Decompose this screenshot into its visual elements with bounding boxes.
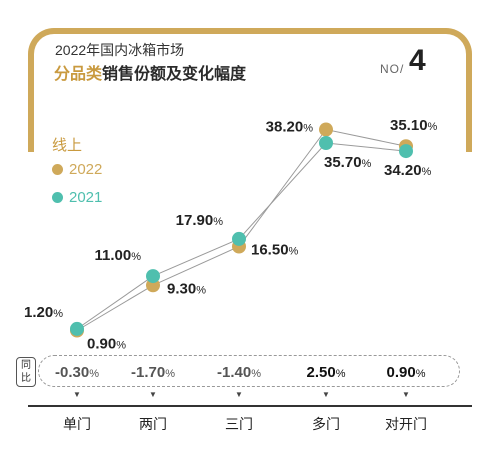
value-label-2021-2: 17.90% bbox=[176, 212, 224, 229]
yoy-unit-0: % bbox=[89, 368, 99, 380]
legend-dot-2021 bbox=[52, 192, 63, 203]
yoy-row bbox=[38, 355, 460, 387]
down-arrow-icon: ▼ bbox=[402, 390, 410, 399]
yoy-unit-1: % bbox=[165, 368, 175, 380]
header-frame-mask bbox=[40, 92, 464, 172]
legend-dot-2022 bbox=[52, 164, 63, 175]
value-label-2022-3: 38.20% bbox=[266, 119, 314, 136]
point-2022-3 bbox=[319, 122, 333, 137]
yoy-unit-3: % bbox=[335, 368, 346, 380]
yoy-unit-2: % bbox=[251, 368, 261, 380]
legend-title: 线上 bbox=[52, 137, 83, 154]
point-2021-1 bbox=[146, 269, 160, 284]
yoy-number-0: -0.30 bbox=[55, 364, 90, 381]
yoy-number-3: 2.50 bbox=[306, 364, 336, 381]
point-2021-4 bbox=[399, 144, 413, 159]
yoy-label: 同比 bbox=[16, 357, 36, 387]
header-frame bbox=[28, 28, 472, 152]
value-label-2022-0: 0.90% bbox=[87, 336, 126, 353]
title-rest: 销售份额及变化幅度 bbox=[102, 66, 247, 83]
legend-item-2022: 2022 bbox=[52, 161, 102, 178]
yoy-value-0: -0.30% bbox=[55, 364, 99, 381]
chart-title-line2: 分品类销售份额及变化幅度 bbox=[54, 60, 246, 84]
number-value: 4 bbox=[409, 44, 426, 77]
value-label-2021-1: 11.00% bbox=[95, 247, 142, 264]
yoy-number-2: -1.40 bbox=[217, 364, 252, 381]
yoy-label-bottom: 比 bbox=[21, 373, 31, 384]
category-label-3: 多门 bbox=[312, 416, 340, 432]
legend-label-2022: 2022 bbox=[69, 161, 103, 178]
category-label-0: 单门 bbox=[63, 416, 91, 432]
yoy-value-2: -1.40% bbox=[217, 364, 261, 381]
category-label-1: 两门 bbox=[139, 416, 167, 432]
down-arrow-icon: ▼ bbox=[235, 390, 243, 399]
down-arrow-icon: ▼ bbox=[73, 390, 81, 399]
yoy-value-1: -1.70% bbox=[131, 364, 175, 381]
category-label-2: 三门 bbox=[225, 416, 253, 432]
category-label-4: 对开门 bbox=[385, 416, 427, 432]
chart-title-line1: 2022年国内冰箱市场 bbox=[55, 42, 185, 58]
value-label-2021-0: 1.20% bbox=[24, 304, 63, 321]
point-2021-0 bbox=[70, 321, 84, 336]
down-arrow-icon: ▼ bbox=[149, 390, 157, 399]
title-accent: 分品类 bbox=[54, 66, 103, 83]
legend-label-2021: 2021 bbox=[69, 189, 103, 206]
yoy-label-top: 同 bbox=[21, 360, 31, 371]
point-2021-3 bbox=[319, 136, 333, 150]
value-label-2022-2: 16.50% bbox=[251, 241, 299, 258]
point-2021-2 bbox=[232, 231, 246, 246]
x-axis-line bbox=[28, 405, 472, 407]
yoy-unit-4: % bbox=[415, 368, 426, 380]
value-label-2022-4: 35.10% bbox=[390, 117, 438, 134]
value-label-2021-3: 35.70% bbox=[324, 154, 372, 171]
yoy-number-1: -1.70 bbox=[131, 364, 166, 381]
down-arrow-icon: ▼ bbox=[322, 390, 330, 399]
yoy-value-3: 2.50% bbox=[307, 364, 346, 381]
value-label-2021-4: 34.20% bbox=[384, 162, 432, 179]
yoy-number-4: 0.90 bbox=[386, 364, 416, 381]
yoy-value-4: 0.90% bbox=[387, 364, 426, 381]
legend-item-2021: 2021 bbox=[52, 189, 102, 206]
number-label: NO/ bbox=[380, 62, 405, 76]
value-label-2022-1: 9.30% bbox=[167, 280, 206, 297]
